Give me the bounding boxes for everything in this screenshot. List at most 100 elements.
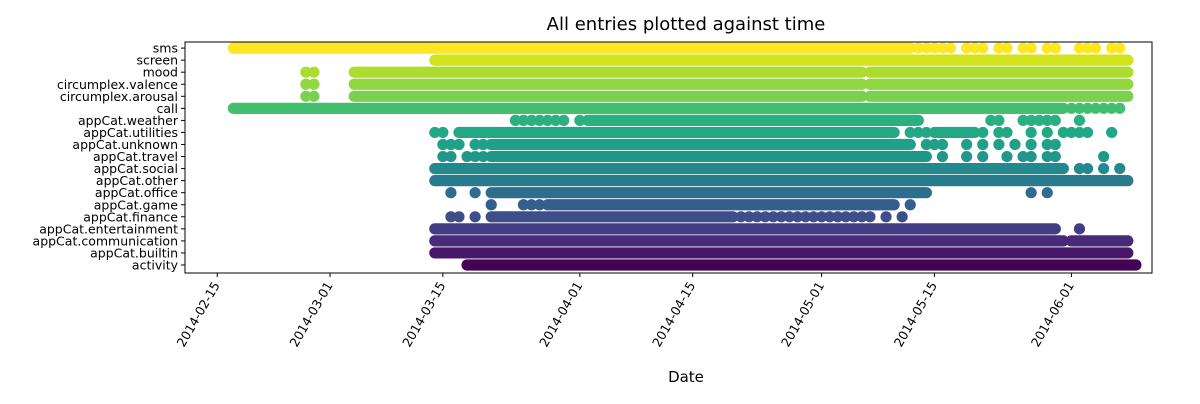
data-point <box>1073 126 1086 139</box>
data-point <box>437 126 449 139</box>
data-point <box>1098 163 1110 175</box>
data-point <box>944 42 957 54</box>
data-point <box>1081 102 1094 114</box>
data-point <box>977 126 989 139</box>
data-point <box>533 114 546 126</box>
y-tick-label: screen <box>136 53 178 68</box>
data-point <box>1025 42 1037 54</box>
data-point <box>735 211 747 223</box>
data-point <box>1001 150 1013 163</box>
data-point <box>743 211 755 223</box>
data-point <box>445 211 457 223</box>
data-point <box>308 66 320 78</box>
data-point <box>912 42 924 54</box>
series-appCat.finance <box>445 211 908 223</box>
x-tick-label: 2014-06-01 <box>1028 279 1077 349</box>
data-point <box>1025 150 1037 163</box>
data-point <box>856 211 868 223</box>
data-point <box>1009 138 1021 151</box>
data-point <box>461 150 473 163</box>
data-point <box>1065 102 1078 114</box>
series-appCat.office <box>445 187 1053 199</box>
data-point <box>1073 223 1086 235</box>
series-appCat.utilities <box>429 126 1118 139</box>
data-point <box>1114 163 1126 175</box>
data-point <box>477 150 489 163</box>
series-appCat.entertainment <box>429 223 1086 235</box>
data-point <box>767 211 779 223</box>
data-point <box>1025 114 1037 126</box>
data-point <box>437 138 449 151</box>
data-point <box>920 42 932 54</box>
data-point <box>1073 42 1086 54</box>
y-tick-label: circumplex.valence <box>57 77 178 92</box>
data-point <box>977 138 989 151</box>
data-point <box>1041 187 1053 199</box>
data-point <box>533 199 546 211</box>
data-point <box>751 211 763 223</box>
data-point <box>1041 42 1053 54</box>
y-tick-label: appCat.entertainment <box>39 221 178 236</box>
data-point <box>1049 42 1061 54</box>
data-point <box>848 211 860 223</box>
data-point <box>840 211 852 223</box>
data-point <box>469 138 481 151</box>
data-point <box>517 114 530 126</box>
data-point <box>1033 114 1045 126</box>
data-point <box>517 199 530 211</box>
y-tick-label: appCat.communication <box>33 233 178 248</box>
data-point <box>1089 102 1102 114</box>
data-point <box>1114 42 1126 54</box>
data-point <box>1001 42 1013 54</box>
data-point <box>920 126 932 139</box>
data-point <box>961 150 973 163</box>
data-point <box>300 66 312 78</box>
data-point <box>880 211 892 223</box>
data-point <box>993 114 1005 126</box>
x-tick-label: 2014-04-15 <box>649 279 698 349</box>
data-point <box>993 138 1005 151</box>
data-point <box>1073 114 1086 126</box>
x-tick-label: 2014-03-01 <box>286 279 335 349</box>
data-point <box>920 138 932 151</box>
data-point <box>759 211 771 223</box>
data-point <box>977 150 989 163</box>
data-point <box>453 211 465 223</box>
data-point <box>928 42 941 54</box>
series-appCat.travel <box>437 150 1110 163</box>
data-point <box>969 42 981 54</box>
data-point <box>1049 150 1061 163</box>
data-point <box>1089 42 1102 54</box>
x-axis-label: Date <box>668 368 704 386</box>
data-point <box>453 138 465 151</box>
data-point <box>445 187 457 199</box>
data-point <box>1025 187 1037 199</box>
y-tick-label: appCat.office <box>95 185 178 200</box>
data-point <box>993 42 1005 54</box>
data-point <box>300 90 312 102</box>
data-point <box>437 150 449 163</box>
data-point <box>1041 150 1053 163</box>
data-point <box>485 199 497 211</box>
y-tick-label: appCat.travel <box>93 149 178 164</box>
series-appCat.weather <box>509 114 1086 127</box>
data-point <box>1049 114 1061 126</box>
series-appCat.unknown <box>437 138 1061 151</box>
data-point <box>1041 114 1053 126</box>
data-point <box>509 114 521 126</box>
data-point <box>1025 126 1037 139</box>
data-point <box>977 42 989 54</box>
data-point <box>308 78 320 90</box>
data-point <box>1073 163 1086 175</box>
data-point <box>936 138 949 151</box>
series-sms <box>227 42 1126 54</box>
data-point <box>574 114 586 126</box>
y-tick-label: call <box>157 101 178 116</box>
data-point <box>775 211 787 223</box>
series-circumplex.valence <box>300 78 1134 90</box>
y-tick-label: appCat.utilities <box>83 125 178 140</box>
data-point <box>477 138 489 151</box>
y-tick-label: appCat.weather <box>78 113 179 128</box>
